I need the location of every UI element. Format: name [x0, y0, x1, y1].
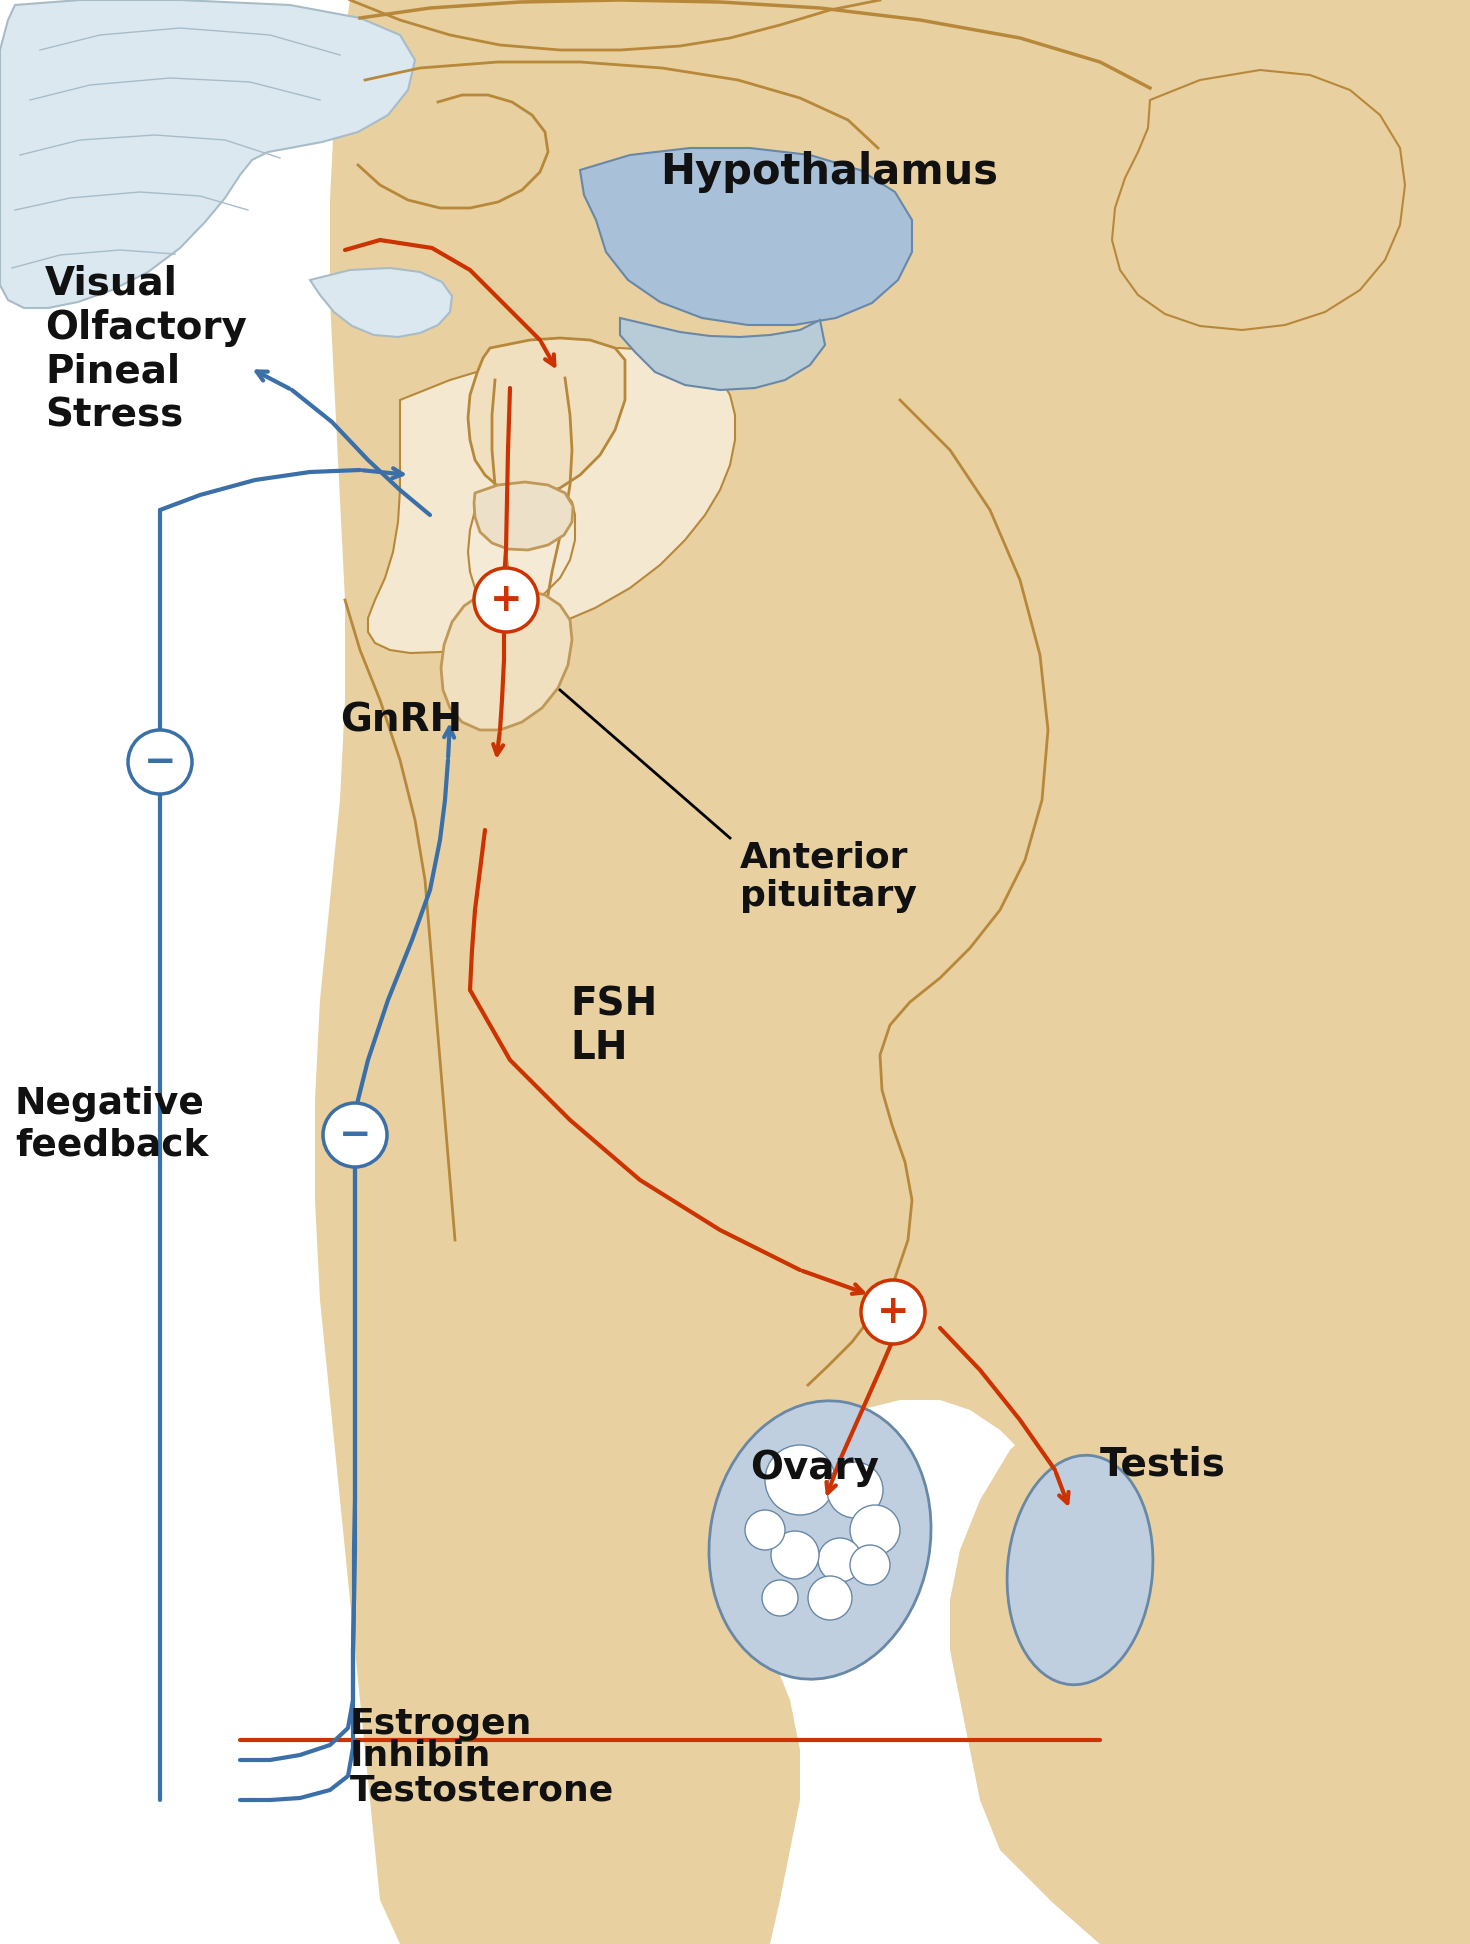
Polygon shape	[467, 338, 625, 496]
Circle shape	[473, 568, 538, 632]
Text: Testis: Testis	[1100, 1446, 1226, 1483]
Circle shape	[861, 1279, 925, 1343]
Text: +: +	[876, 1293, 910, 1332]
Circle shape	[828, 1462, 883, 1518]
Text: Anterior
pituitary: Anterior pituitary	[739, 840, 917, 914]
Circle shape	[128, 731, 193, 793]
Polygon shape	[441, 589, 572, 731]
Circle shape	[817, 1538, 861, 1582]
Circle shape	[809, 1577, 853, 1619]
Polygon shape	[473, 482, 573, 550]
Circle shape	[761, 1580, 798, 1615]
Polygon shape	[950, 0, 1470, 1944]
Ellipse shape	[1007, 1456, 1152, 1685]
Text: Inhibin: Inhibin	[350, 1738, 491, 1773]
Circle shape	[850, 1505, 900, 1555]
Circle shape	[850, 1545, 889, 1584]
Text: Testosterone: Testosterone	[350, 1773, 614, 1808]
Text: FSH
LH: FSH LH	[570, 986, 657, 1067]
Circle shape	[770, 1532, 819, 1579]
Polygon shape	[0, 0, 415, 307]
Text: Negative
feedback: Negative feedback	[15, 1087, 209, 1164]
Polygon shape	[581, 148, 911, 325]
Ellipse shape	[709, 1402, 931, 1680]
Polygon shape	[620, 319, 825, 391]
Text: −: −	[144, 743, 176, 781]
Circle shape	[323, 1102, 387, 1166]
Text: Estrogen: Estrogen	[350, 1707, 532, 1742]
Text: Visual
Olfactory
Pineal
Stress: Visual Olfactory Pineal Stress	[46, 264, 247, 435]
Text: +: +	[490, 581, 522, 618]
Text: Hypothalamus: Hypothalamus	[660, 152, 998, 192]
Polygon shape	[467, 488, 575, 608]
Circle shape	[745, 1510, 785, 1549]
Text: GnRH: GnRH	[340, 702, 462, 739]
Polygon shape	[310, 268, 451, 336]
Circle shape	[764, 1444, 835, 1514]
Polygon shape	[1111, 70, 1405, 330]
Polygon shape	[315, 0, 1470, 1944]
Text: −: −	[338, 1116, 372, 1155]
Polygon shape	[368, 348, 735, 653]
Text: Ovary: Ovary	[750, 1448, 879, 1487]
